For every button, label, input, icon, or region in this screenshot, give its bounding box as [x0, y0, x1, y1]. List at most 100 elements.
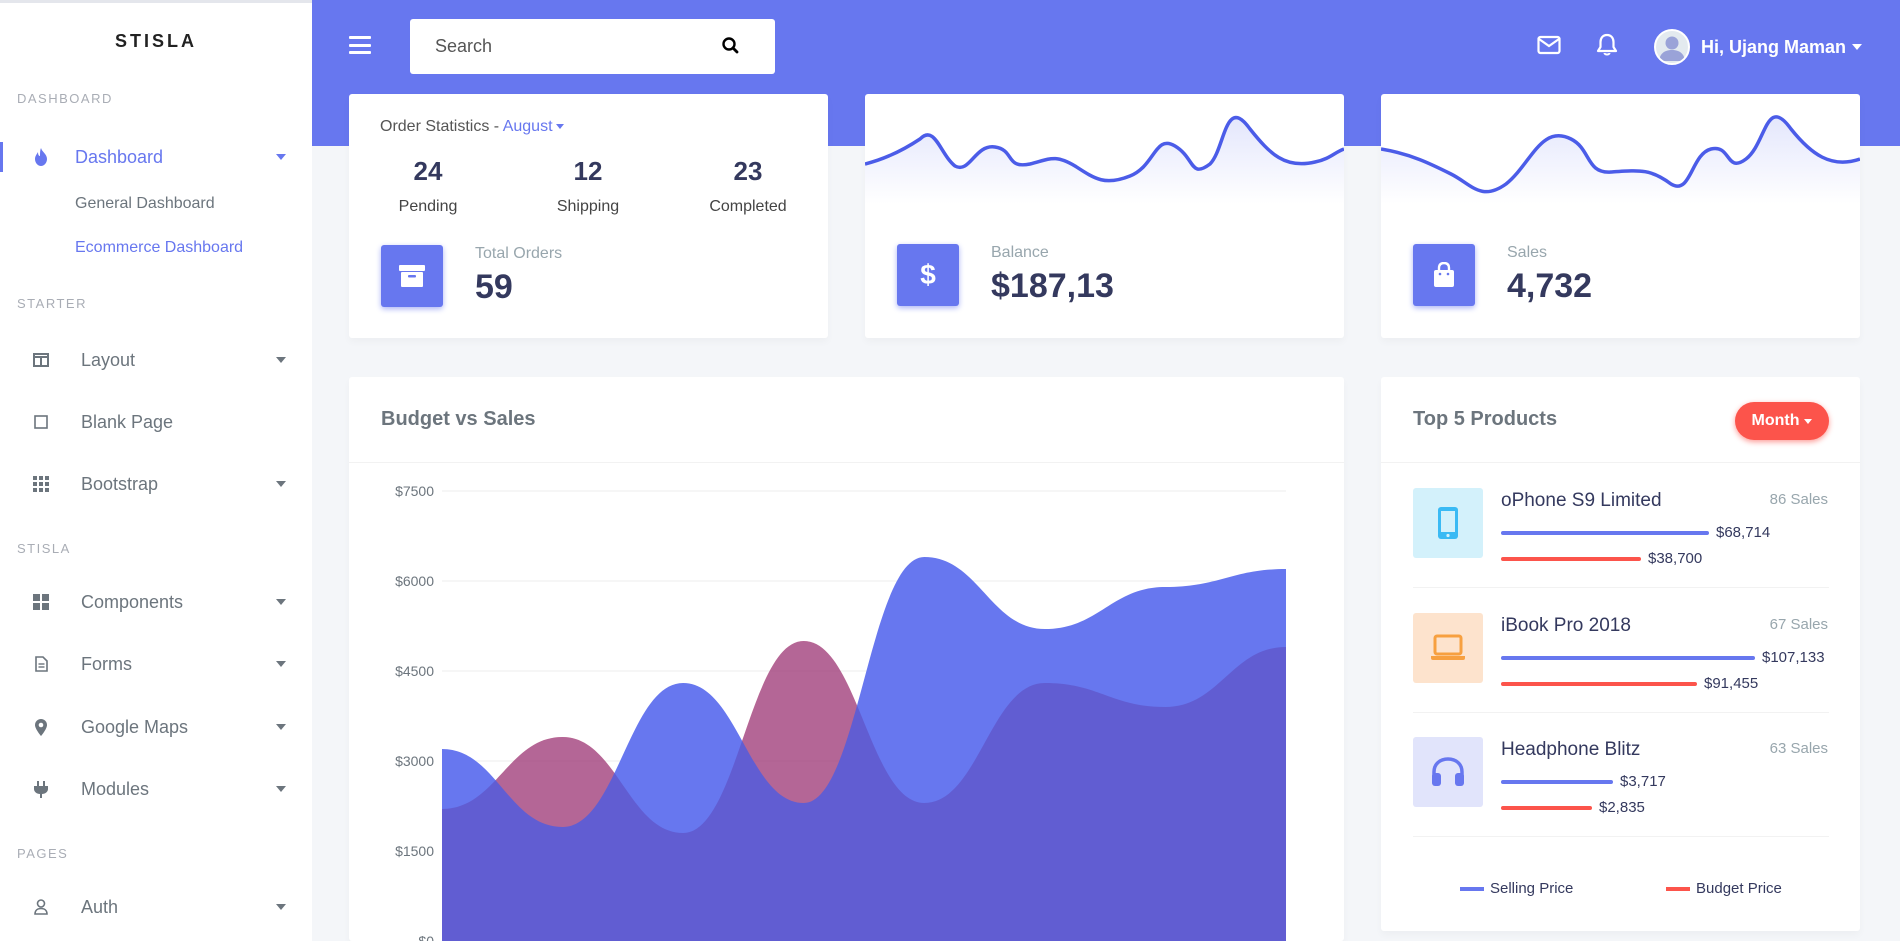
product-image	[1413, 488, 1483, 558]
menu-header-dashboard: Dashboard	[17, 91, 113, 106]
dollar-icon: $	[920, 260, 936, 290]
user-greeting: Hi, Ujang Maman	[1701, 36, 1847, 57]
sales-card: Sales 4,732	[1381, 94, 1860, 338]
chevron-down-icon	[276, 661, 286, 667]
menu-header-stisla: Stisla	[17, 541, 71, 556]
chevron-down-icon	[276, 724, 286, 730]
sales-label: Sales	[1507, 244, 1548, 261]
sidebar-item-dashboard[interactable]: Dashboard	[0, 137, 312, 177]
svg-text:$: $	[920, 260, 936, 290]
laptop-icon	[1431, 634, 1465, 660]
map-marker-icon	[31, 717, 51, 737]
sidebar-item-label: Dashboard	[75, 146, 164, 167]
file-icon	[31, 654, 51, 674]
chevron-down-icon	[276, 357, 286, 363]
top-products-card: Top 5 Products Month oPhone S9 Limited 8…	[1381, 377, 1860, 931]
sidebar-item-auth[interactable]: Auth	[0, 887, 312, 927]
budget-price-label: $91,455	[1704, 675, 1759, 692]
y-tick-label: $6000	[395, 573, 434, 589]
search-icon	[722, 37, 739, 54]
product-sales-count: 63 Sales	[1769, 740, 1828, 757]
total-orders-label: Total Orders	[475, 245, 563, 262]
month-filter-label: Month	[1751, 412, 1800, 429]
search-input[interactable]	[410, 19, 720, 74]
th-large-icon	[31, 592, 51, 612]
sidebar-item-layout[interactable]: Layout	[0, 340, 312, 380]
sidebar-item-google-maps[interactable]: Google Maps	[0, 707, 312, 747]
product-sales-count: 67 Sales	[1769, 616, 1828, 633]
sidebar-item-label: Layout	[81, 349, 136, 370]
sidebar-item-modules[interactable]: Modules	[0, 769, 312, 809]
grid-icon	[31, 474, 51, 494]
sidebar-item-label: Modules	[81, 778, 150, 799]
active-indicator	[0, 142, 3, 172]
sidebar-item-label: Bootstrap	[81, 473, 159, 494]
brand-logo[interactable]: STISLA	[114, 31, 197, 51]
product-name[interactable]: Headphone Blitz	[1501, 739, 1641, 760]
budget-price-label: $38,700	[1648, 550, 1703, 567]
card-title: Top 5 Products	[1413, 408, 1558, 430]
legend-swatch	[1460, 886, 1484, 891]
balance-label: Balance	[991, 244, 1049, 261]
dollar-icon-box: $	[897, 244, 959, 306]
legend-swatch	[1666, 886, 1690, 891]
sidebar-item-label: Forms	[81, 653, 132, 674]
shopping-bag-icon-box	[1413, 244, 1475, 306]
search-button[interactable]	[718, 33, 744, 59]
pending-count: 24	[413, 156, 443, 186]
envelope-icon	[1537, 35, 1561, 55]
product-name[interactable]: iBook Pro 2018	[1501, 615, 1631, 636]
budget-vs-sales-chart: $7500 $6000 $4500 $3000 $1500 $0	[395, 483, 1286, 941]
sidebar-item-bootstrap[interactable]: Bootstrap	[0, 464, 312, 504]
sidebar-item-forms[interactable]: Forms	[0, 644, 312, 684]
submenu-general-dashboard[interactable]: General Dashboard	[75, 195, 215, 212]
product-name[interactable]: oPhone S9 Limited	[1501, 490, 1662, 511]
submenu-ecommerce-dashboard[interactable]: Ecommerce Dashboard	[75, 239, 244, 256]
y-tick-label: $0	[418, 933, 434, 941]
shopping-bag-icon	[1434, 262, 1454, 287]
user-avatar-icon	[1659, 36, 1685, 61]
selling-price-bar	[1501, 656, 1755, 660]
selling-price-label: $107,133	[1762, 649, 1825, 666]
chevron-down-icon	[276, 481, 286, 487]
avatar	[1654, 29, 1690, 65]
square-icon	[31, 412, 51, 432]
month-filter-button[interactable]: Month	[1735, 402, 1829, 440]
sidebar-item-label: Auth	[81, 896, 119, 917]
budget-price-bar	[1501, 806, 1592, 810]
search-box	[410, 19, 775, 74]
chevron-down-icon	[1804, 418, 1813, 424]
archive-icon	[399, 265, 425, 287]
legend-selling-price: Selling Price	[1460, 880, 1573, 897]
sidebar-item-blank-page[interactable]: Blank Page	[0, 402, 312, 442]
chevron-down-icon	[276, 786, 286, 792]
y-tick-label: $3000	[395, 753, 434, 769]
sidebar-item-components[interactable]: Components	[0, 582, 312, 622]
balance-sparkline	[865, 116, 1344, 204]
shipping-count: 12	[573, 156, 603, 186]
chevron-down-icon	[276, 599, 286, 605]
fire-icon	[31, 147, 51, 167]
user-dropdown[interactable]: Hi, Ujang Maman	[1654, 29, 1863, 65]
budget-price-bar	[1501, 557, 1641, 561]
sidebar-item-label: Components	[81, 591, 184, 612]
product-image	[1413, 613, 1483, 683]
card-title: Budget vs Sales	[381, 408, 536, 430]
card-header-divider	[349, 462, 1344, 463]
budget-price-bar	[1501, 682, 1697, 686]
sidebar-toggle-button[interactable]	[349, 36, 371, 54]
sidebar: STISLA Dashboard Dashboard General Dashb…	[0, 3, 312, 941]
completed-label: Completed	[709, 198, 787, 215]
budget-vs-sales-card: Budget vs Sales $7500 $6000 $4500 $3000 $150…	[349, 377, 1344, 941]
month-dropdown[interactable]: August	[502, 118, 553, 135]
completed-count: 23	[733, 156, 763, 186]
messages-button[interactable]	[1537, 35, 1561, 60]
balance-card: $ Balance $187,13	[865, 94, 1344, 338]
menu-header-starter: Starter	[17, 296, 87, 311]
notifications-button[interactable]	[1596, 33, 1618, 62]
pending-label: Pending	[398, 198, 458, 215]
y-tick-label: $4500	[395, 663, 434, 679]
columns-icon	[31, 350, 51, 370]
selling-price-label: $68,714	[1716, 524, 1771, 541]
y-tick-label: $7500	[395, 483, 434, 499]
